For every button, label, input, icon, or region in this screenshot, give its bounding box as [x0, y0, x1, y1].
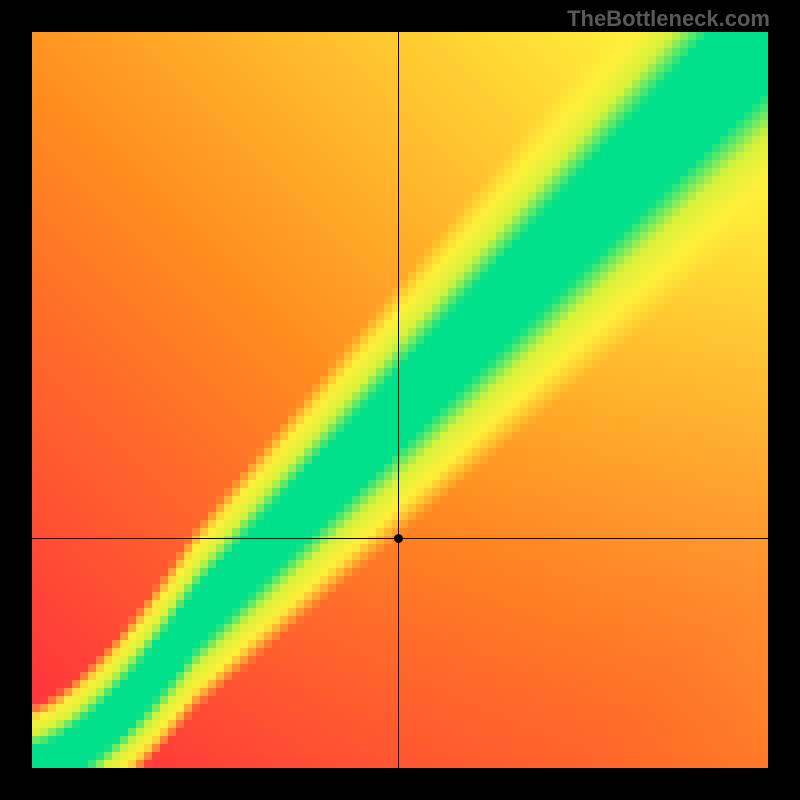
- bottleneck-heatmap: [32, 32, 768, 768]
- chart-container: TheBottleneck.com: [0, 0, 800, 800]
- data-point-marker: [394, 534, 403, 543]
- watermark-text: TheBottleneck.com: [567, 6, 770, 32]
- crosshair-vertical: [398, 32, 399, 768]
